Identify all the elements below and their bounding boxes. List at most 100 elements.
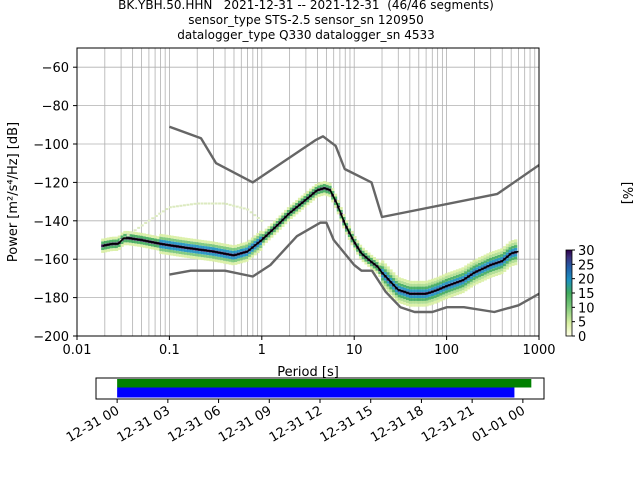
density-cell — [131, 240, 135, 244]
density-cell — [461, 273, 465, 276]
density-cell — [439, 295, 443, 299]
density-cell — [489, 272, 493, 275]
colorbar-tick-label: 25 — [578, 258, 595, 273]
density-cell — [372, 265, 376, 269]
density-cell — [375, 259, 379, 263]
density-cell — [428, 294, 432, 297]
density-cell — [394, 292, 399, 296]
colorbar-tick-label: 30 — [578, 244, 595, 259]
density-cell — [422, 295, 426, 299]
density-cell — [478, 274, 482, 278]
density-cell — [483, 269, 487, 272]
density-cell — [286, 209, 291, 213]
density-cell — [203, 257, 207, 261]
density-cell — [192, 244, 196, 248]
density-cell — [447, 286, 451, 290]
density-cell — [397, 294, 401, 298]
faint-density-cell — [256, 216, 260, 219]
density-cell — [489, 257, 493, 261]
density-cell — [439, 292, 443, 296]
density-cell — [256, 250, 260, 254]
density-cell — [491, 274, 496, 277]
density-cell — [503, 269, 507, 272]
density-cell — [189, 238, 194, 242]
density-cell — [378, 274, 382, 277]
density-cell — [411, 289, 415, 293]
density-cell — [472, 282, 476, 286]
timeline-tick-label: 12-31 15 — [318, 403, 376, 445]
density-cell — [370, 254, 374, 258]
density-cell — [187, 243, 191, 247]
density-cell — [469, 270, 473, 274]
x-tick-label: 1 — [258, 343, 266, 358]
density-cell — [461, 284, 465, 288]
density-cell — [500, 268, 504, 272]
density-cell — [220, 248, 224, 252]
density-cell — [236, 255, 241, 259]
density-cell — [245, 244, 249, 248]
density-cell — [184, 237, 188, 241]
density-cell — [203, 246, 207, 249]
density-cell — [339, 215, 343, 219]
density-cell — [256, 235, 260, 239]
density-cell — [478, 257, 482, 261]
density-cell — [442, 277, 446, 281]
density-cell — [134, 243, 138, 247]
density-cell — [261, 231, 266, 235]
density-cell — [267, 234, 271, 238]
density-cell — [444, 287, 449, 291]
density-cell — [436, 294, 440, 297]
faint-density-cell — [211, 202, 215, 205]
colorbar-tick-label: 10 — [578, 301, 595, 316]
density-cell — [223, 255, 227, 258]
density-cell — [453, 290, 457, 294]
density-cell — [367, 261, 371, 264]
density-cell — [225, 246, 230, 250]
density-cell — [106, 240, 110, 244]
density-cell — [126, 239, 130, 243]
density-cell — [458, 282, 462, 286]
density-cell — [173, 235, 177, 239]
density-cell — [272, 229, 277, 233]
density-cell — [419, 298, 424, 301]
density-cell — [467, 269, 471, 273]
density-cell — [250, 243, 255, 247]
density-cell — [303, 204, 307, 208]
density-cell — [242, 256, 246, 260]
density-cell — [220, 254, 224, 258]
density-cell — [223, 246, 227, 250]
density-cell — [142, 242, 146, 245]
density-cell — [442, 291, 446, 295]
density-cell — [436, 291, 440, 294]
density-cell — [322, 183, 327, 187]
density-cell — [187, 240, 191, 244]
density-cell — [234, 256, 238, 260]
density-cell — [480, 276, 485, 279]
density-cell — [181, 254, 185, 258]
density-cell — [444, 278, 449, 282]
density-cell — [162, 248, 166, 252]
density-cell — [494, 267, 498, 271]
density-cell — [106, 246, 110, 249]
density-cell — [450, 279, 454, 283]
density-cell — [483, 260, 487, 264]
density-cell — [475, 275, 479, 279]
density-cell — [394, 275, 399, 278]
density-cell — [464, 265, 468, 269]
density-cell — [328, 182, 332, 186]
density-cell — [419, 303, 424, 307]
density-cell — [503, 263, 507, 267]
density-cell — [353, 247, 357, 251]
density-cell — [173, 238, 177, 242]
density-cell — [164, 240, 169, 244]
density-cell — [392, 278, 396, 281]
timeline-bars — [117, 379, 532, 398]
density-cell — [131, 243, 135, 246]
density-cell — [408, 298, 413, 301]
y-tick-label: −200 — [33, 330, 69, 345]
density-cell — [178, 248, 182, 252]
x-tick-label: 100 — [434, 343, 459, 358]
density-cell — [386, 280, 390, 284]
density-cell — [489, 254, 493, 258]
density-cell — [480, 261, 485, 265]
